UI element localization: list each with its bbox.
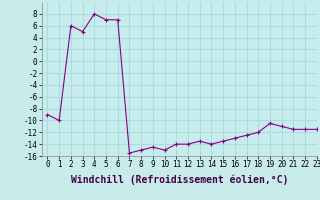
X-axis label: Windchill (Refroidissement éolien,°C): Windchill (Refroidissement éolien,°C) [70, 175, 288, 185]
